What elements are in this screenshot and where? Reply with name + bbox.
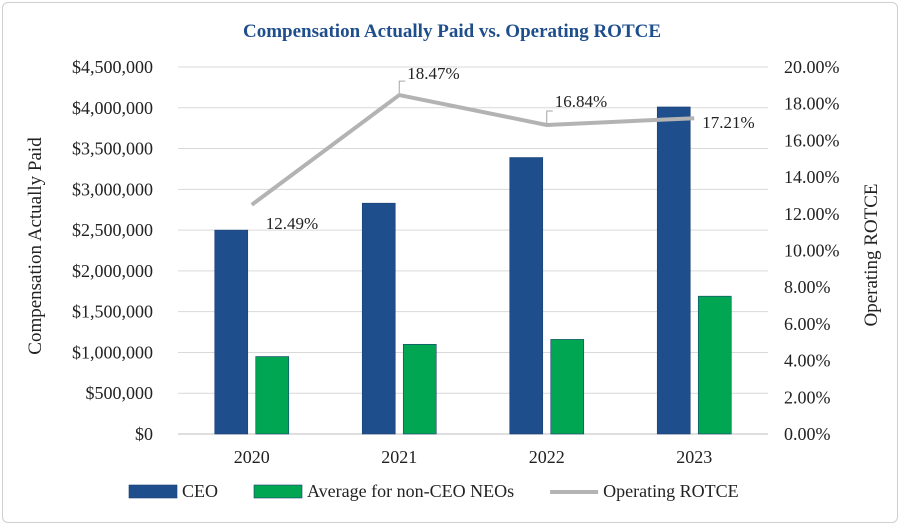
data-label: 18.47% [407, 64, 459, 83]
data-label: 17.21% [702, 113, 754, 132]
y2-tick-label: 2.00% [784, 387, 831, 407]
y-tick-label: $3,000,000 [72, 179, 153, 199]
y2-tick-label: 10.00% [784, 241, 840, 261]
y2-tick-label: 4.00% [784, 351, 831, 371]
y2-tick-label: 0.00% [784, 424, 831, 444]
y2-axis-title: Operating ROTCE [861, 183, 882, 326]
bar-ceo [656, 106, 691, 435]
y2-tick-label: 6.00% [784, 314, 831, 334]
y-tick-label: $500,000 [86, 383, 154, 403]
data-label-leader [398, 80, 406, 94]
tick-labels-group: $0 $500,000 $1,000,000 $1,500,000 $2,000,000… [72, 57, 840, 467]
y-tick-label: $1,000,000 [72, 342, 153, 362]
y-tick-label: $2,000,000 [72, 261, 153, 281]
legend-swatch-non-ceo [253, 484, 303, 499]
y2-tick-label: 18.00% [784, 94, 840, 114]
legend-label: Average for non-CEO NEOs [307, 481, 514, 501]
x-tick-label: 2020 [234, 447, 270, 467]
chart-svg: Compensation Actually Paid vs. Operating… [25, 21, 882, 501]
y-tick-label: $3,500,000 [72, 139, 153, 159]
bar-ceo [214, 229, 249, 435]
y2-tick-label: 12.00% [784, 204, 840, 224]
y-axis-title: Compensation Actually Paid [25, 137, 46, 355]
y-tick-label: $2,500,000 [72, 220, 153, 240]
bars-group [214, 106, 732, 435]
bar-non-ceo-neos [255, 356, 290, 435]
legend-swatch-ceo [128, 484, 178, 499]
y-tick-label: $4,500,000 [72, 57, 153, 77]
x-tick-label: 2021 [381, 447, 417, 467]
y2-tick-label: 14.00% [784, 167, 840, 187]
y-tick-label: $4,000,000 [72, 98, 153, 118]
data-label-leader [546, 110, 553, 123]
bar-non-ceo-neos [550, 339, 585, 435]
line-series-group: 12.49% 18.47% 16.84% 17.21% [250, 64, 755, 233]
data-label: 16.84% [555, 92, 607, 111]
y-tick-label: $0 [135, 424, 153, 444]
bar-ceo [509, 157, 544, 435]
x-tick-label: 2022 [529, 447, 565, 467]
line-operating-rotce [250, 93, 695, 207]
data-label: 12.49% [266, 214, 318, 233]
x-tick-label: 2023 [676, 447, 712, 467]
y-tick-label: $1,500,000 [72, 302, 153, 322]
y2-tick-label: 20.00% [784, 57, 840, 77]
y2-tick-label: 16.00% [784, 130, 840, 150]
bar-non-ceo-neos [697, 295, 732, 435]
bar-non-ceo-neos [402, 343, 437, 435]
legend-label: CEO [182, 481, 218, 501]
bar-ceo [361, 202, 396, 435]
legend: CEO Average for non-CEO NEOs Operating ROT… [128, 481, 739, 501]
y2-tick-label: 8.00% [784, 277, 831, 297]
chart-title: Compensation Actually Paid vs. Operating… [243, 21, 661, 42]
legend-label: Operating ROTCE [603, 481, 738, 501]
